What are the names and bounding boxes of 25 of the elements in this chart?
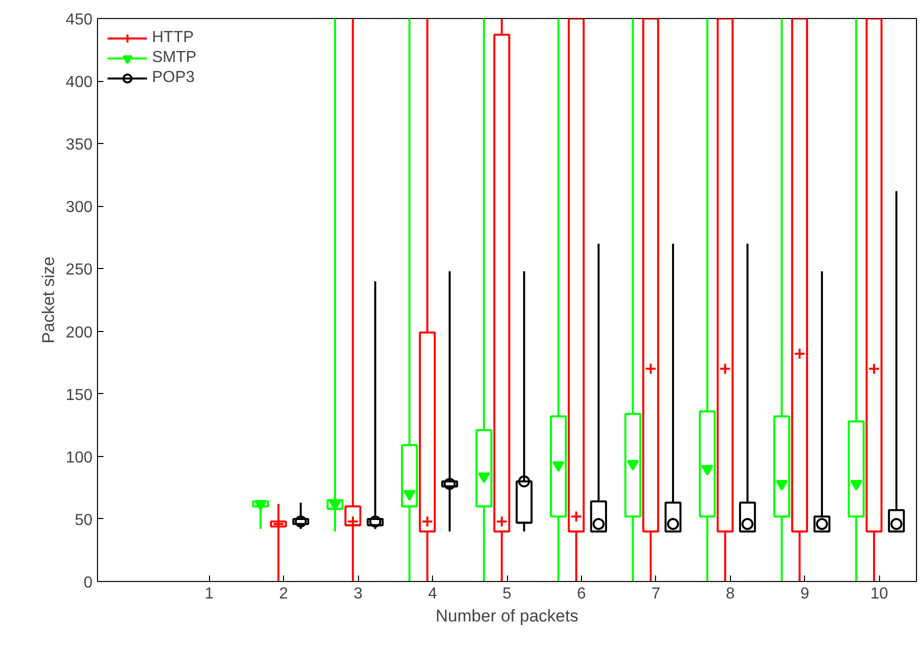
y-tick-label: 50 xyxy=(74,512,93,529)
x-tick-label: 2 xyxy=(279,586,288,602)
x-tick-label: 5 xyxy=(502,586,512,602)
y-tick-label: 0 xyxy=(84,574,93,592)
legend-label: HTTP xyxy=(152,29,194,47)
y-tick-label: 200 xyxy=(66,324,93,342)
legend-label: SMTP xyxy=(152,49,196,67)
x-tick-label: 4 xyxy=(428,586,438,602)
y-tick-label: 400 xyxy=(66,74,93,92)
x-tick-label: 1 xyxy=(204,586,214,602)
x-tick-label: 3 xyxy=(354,586,363,602)
y-tick-label: 300 xyxy=(66,199,93,216)
y-tick-label: 250 xyxy=(66,262,93,279)
y-tick-label: 150 xyxy=(66,386,93,404)
x-tick-label: 6 xyxy=(577,586,586,602)
x-tick-label: 9 xyxy=(800,586,810,602)
x-tick-label: 10 xyxy=(870,586,888,602)
y-tick-label: 450 xyxy=(66,12,93,28)
y-axis-title: Packet size xyxy=(38,256,58,344)
y-tick-label: 100 xyxy=(66,449,93,466)
x-axis-title: Number of packets xyxy=(436,606,578,626)
legend-label: POP3 xyxy=(152,69,195,87)
x-tick-label: 8 xyxy=(726,586,735,602)
y-tick-label: 350 xyxy=(66,136,93,154)
x-tick-label: 7 xyxy=(651,586,660,602)
